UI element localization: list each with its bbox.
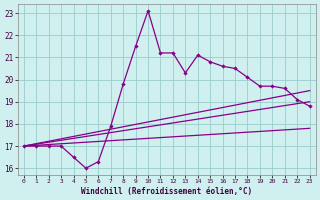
- X-axis label: Windchill (Refroidissement éolien,°C): Windchill (Refroidissement éolien,°C): [81, 187, 252, 196]
